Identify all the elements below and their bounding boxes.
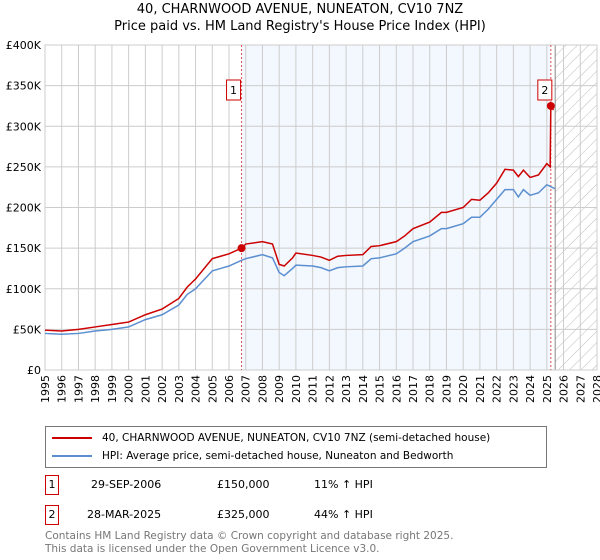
x-tick-label: 2015 [374, 375, 387, 403]
property-price-line [44, 103, 555, 332]
x-tick-label: 2002 [156, 375, 169, 403]
transaction-date: 28-MAR-2025 [87, 508, 162, 521]
legend-label: HPI: Average price, semi-detached house,… [102, 450, 454, 462]
x-tick-label: 2028 [591, 375, 600, 403]
plot-frame [44, 44, 598, 371]
x-tick-label: 2019 [440, 375, 453, 403]
sale-annotation-label: 2 [541, 84, 548, 97]
y-tick-label: £50K [13, 323, 42, 336]
x-tick-label: 2022 [491, 375, 504, 403]
x-tick-label: 2005 [206, 375, 219, 403]
y-tick-label: £150K [6, 242, 42, 255]
y-tick-label: £400K [6, 39, 42, 52]
x-tick-label: 2024 [524, 375, 537, 403]
x-tick-label: 2017 [407, 375, 420, 403]
x-tick-label: 2004 [190, 375, 203, 403]
x-tick-label: 2023 [507, 375, 520, 403]
x-tick-label: 2009 [273, 375, 286, 403]
hpi-line [44, 183, 556, 336]
x-tick-label: 2006 [223, 375, 236, 403]
chart-title-line2: Price paid vs. HM Land Registry's House … [114, 19, 486, 34]
legend-label: 40, CHARNWOOD AVENUE, NUNEATON, CV10 7NZ… [102, 432, 491, 444]
x-tick-label: 2018 [424, 375, 437, 403]
y-tick-label: £200K [6, 202, 42, 215]
sale-annotation-box [226, 79, 242, 101]
x-tick-label: 2020 [457, 375, 470, 403]
x-tick-label: 2000 [123, 375, 136, 403]
footer-licence: This data is licensed under the Open Gov… [45, 543, 380, 555]
x-tick-label: 1996 [56, 375, 69, 403]
x-tick-label: 2026 [558, 375, 571, 403]
sale-annotation-label: 1 [230, 84, 237, 97]
x-tick-label: 2013 [340, 375, 353, 403]
x-tick-label: 2007 [240, 375, 253, 403]
x-tick-label: 2011 [307, 375, 320, 403]
transaction-badge: 1 [45, 475, 59, 495]
transaction-price: £150,000 [217, 478, 270, 491]
legend-item-hpi: HPI: Average price, semi-detached house,… [52, 448, 453, 464]
footer-copyright: Contains HM Land Registry data © Crown c… [45, 530, 454, 542]
x-tick-label: 2027 [574, 375, 587, 403]
x-tick-label: 1997 [72, 375, 85, 403]
transaction-hpi: 44% ↑ HPI [314, 508, 373, 521]
y-tick-label: £100K [6, 283, 42, 296]
x-tick-label: 2003 [173, 375, 186, 403]
y-tick-label: £0 [27, 364, 41, 377]
sale-point [546, 101, 555, 110]
x-tick-label: 2010 [290, 375, 303, 403]
transaction-badge: 2 [45, 505, 59, 525]
sale-annotation-box [537, 79, 553, 101]
x-tick-label: 1995 [39, 375, 52, 403]
x-tick-label: 2016 [390, 375, 403, 403]
transaction-hpi: 11% ↑ HPI [314, 478, 373, 491]
x-tick-label: 2021 [474, 375, 487, 403]
x-tick-label: 2012 [323, 375, 336, 403]
x-tick-label: 2025 [541, 375, 554, 403]
legend-item-property: 40, CHARNWOOD AVENUE, NUNEATON, CV10 7NZ… [52, 430, 490, 446]
y-tick-label: £300K [6, 120, 42, 133]
legend: 40, CHARNWOOD AVENUE, NUNEATON, CV10 7NZ… [45, 426, 547, 468]
x-tick-label: 2008 [256, 375, 269, 403]
legend-swatch-red [52, 437, 92, 439]
x-tick-label: 2014 [357, 375, 370, 403]
x-tick-label: 1999 [106, 375, 119, 403]
transaction-date: 29-SEP-2006 [91, 478, 162, 491]
chart-title-line1: 40, CHARNWOOD AVENUE, NUNEATON, CV10 7NZ [136, 2, 464, 17]
price-chart: 1995 1996 1997 1998 1999 2000 2001 2002 2003 2004… [6, 39, 600, 403]
sale-point [237, 244, 246, 253]
y-tick-label: £350K [6, 80, 42, 93]
legend-swatch-blue [52, 455, 92, 457]
transaction-price: £325,000 [217, 508, 270, 521]
y-tick-label: £250K [6, 161, 42, 174]
x-tick-label: 2001 [139, 375, 152, 403]
x-tick-label: 1998 [89, 375, 102, 403]
